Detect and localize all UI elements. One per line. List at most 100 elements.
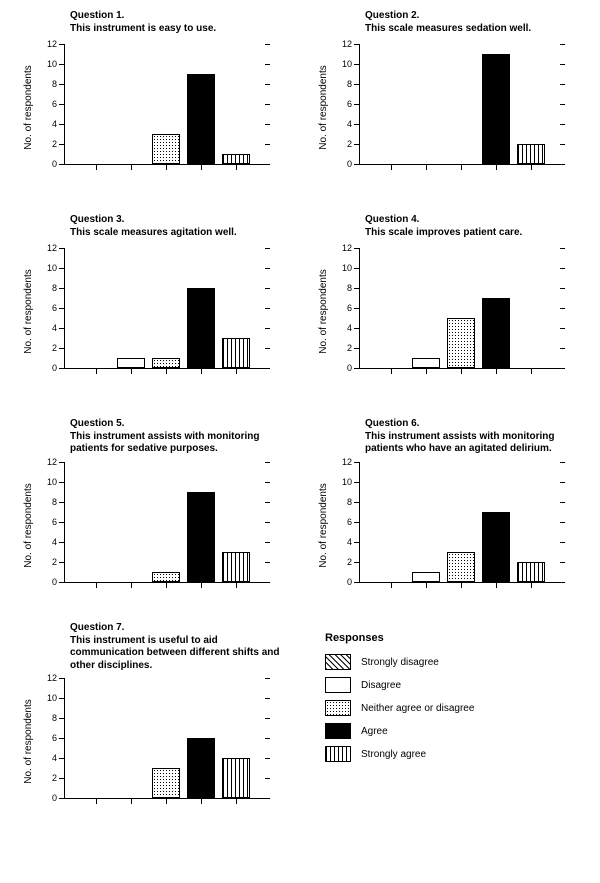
x-tick <box>496 164 497 170</box>
y-tick-label: 12 <box>47 673 57 683</box>
y-tick-right <box>265 268 270 269</box>
y-tick <box>354 104 360 105</box>
bar-agree <box>187 738 215 798</box>
legend-panel: ResponsesStrongly disagreeDisagreeNeithe… <box>305 622 590 832</box>
legend-label: Strongly disagree <box>361 657 439 668</box>
y-tick-label: 6 <box>52 517 57 527</box>
bar-neither-agree-or-disagree <box>152 572 180 582</box>
panel-title-line2: This scale measures sedation well. <box>365 23 580 36</box>
plot-area: 024681012 <box>359 44 560 165</box>
y-tick-label: 12 <box>342 39 352 49</box>
x-tick <box>531 164 532 170</box>
y-tick-right <box>560 502 565 503</box>
bar-neither-agree-or-disagree <box>152 358 180 368</box>
y-tick-right <box>560 268 565 269</box>
legend-swatch <box>325 677 351 693</box>
y-tick-label: 0 <box>52 363 57 373</box>
bar-neither-agree-or-disagree <box>447 318 475 368</box>
y-tick <box>354 248 360 249</box>
bar-disagree <box>412 358 440 368</box>
y-tick-label: 12 <box>47 457 57 467</box>
y-tick <box>354 44 360 45</box>
y-tick-label: 0 <box>52 793 57 803</box>
y-tick-label: 6 <box>347 303 352 313</box>
chart-q6: No. of respondents 024681012 <box>315 456 575 616</box>
y-tick-label: 8 <box>347 283 352 293</box>
y-tick-right <box>265 482 270 483</box>
legend-item: Strongly agree <box>325 746 590 762</box>
y-tick-right <box>265 562 270 563</box>
panel-q3: Question 3.This scale measures agitation… <box>10 214 295 414</box>
y-tick <box>59 268 65 269</box>
y-tick <box>59 144 65 145</box>
y-tick <box>354 582 360 583</box>
y-tick-label: 0 <box>52 159 57 169</box>
y-tick-right <box>265 502 270 503</box>
y-tick-label: 2 <box>347 139 352 149</box>
x-tick <box>391 582 392 588</box>
y-tick-label: 8 <box>52 713 57 723</box>
y-tick <box>59 164 65 165</box>
y-tick <box>354 348 360 349</box>
x-tick <box>236 368 237 374</box>
panel-title: Question 2.This scale measures sedation … <box>305 10 590 38</box>
y-tick <box>59 248 65 249</box>
y-tick-label: 10 <box>47 59 57 69</box>
x-tick <box>96 164 97 170</box>
y-tick-label: 2 <box>52 343 57 353</box>
panel-q5: Question 5.This instrument assists with … <box>10 418 295 618</box>
x-tick <box>166 368 167 374</box>
x-tick <box>131 164 132 170</box>
y-tick-right <box>560 248 565 249</box>
y-tick <box>354 368 360 369</box>
y-tick <box>59 582 65 583</box>
y-tick <box>354 562 360 563</box>
y-tick-label: 12 <box>47 39 57 49</box>
y-tick-label: 4 <box>52 753 57 763</box>
y-tick <box>59 328 65 329</box>
y-tick-label: 2 <box>52 773 57 783</box>
y-tick-label: 6 <box>52 303 57 313</box>
x-tick <box>531 368 532 374</box>
bar-neither-agree-or-disagree <box>152 134 180 164</box>
y-tick-right <box>560 288 565 289</box>
bar-strongly-agree <box>517 562 545 582</box>
plot-area: 024681012 <box>64 462 265 583</box>
x-tick <box>96 368 97 374</box>
y-tick <box>59 104 65 105</box>
y-tick-label: 10 <box>342 263 352 273</box>
y-tick <box>354 502 360 503</box>
x-tick <box>426 368 427 374</box>
panel-title-line2: This scale improves patient care. <box>365 227 580 240</box>
y-tick-label: 6 <box>347 517 352 527</box>
y-tick-right <box>560 64 565 65</box>
y-tick-right <box>265 522 270 523</box>
panel-title: Question 5.This instrument assists with … <box>10 418 295 456</box>
y-tick-label: 0 <box>52 577 57 587</box>
bar-neither-agree-or-disagree <box>447 552 475 582</box>
y-tick-label: 4 <box>347 537 352 547</box>
x-tick <box>131 798 132 804</box>
y-tick-label: 6 <box>52 99 57 109</box>
legend-item: Agree <box>325 723 590 739</box>
y-tick-label: 8 <box>52 283 57 293</box>
y-tick-right <box>560 328 565 329</box>
x-tick <box>496 582 497 588</box>
legend-item: Strongly disagree <box>325 654 590 670</box>
y-tick-label: 6 <box>52 733 57 743</box>
y-tick <box>59 718 65 719</box>
y-tick <box>354 308 360 309</box>
legend-swatch <box>325 700 351 716</box>
y-tick-right <box>265 84 270 85</box>
y-tick <box>59 738 65 739</box>
y-tick-label: 12 <box>342 243 352 253</box>
y-tick-label: 10 <box>342 477 352 487</box>
x-tick <box>391 164 392 170</box>
y-tick-right <box>560 104 565 105</box>
y-tick <box>354 462 360 463</box>
y-tick <box>59 44 65 45</box>
plot-area: 024681012 <box>359 462 560 583</box>
y-tick <box>354 328 360 329</box>
panel-title: Question 3.This scale measures agitation… <box>10 214 295 242</box>
y-axis-label: No. of respondents <box>318 483 329 568</box>
